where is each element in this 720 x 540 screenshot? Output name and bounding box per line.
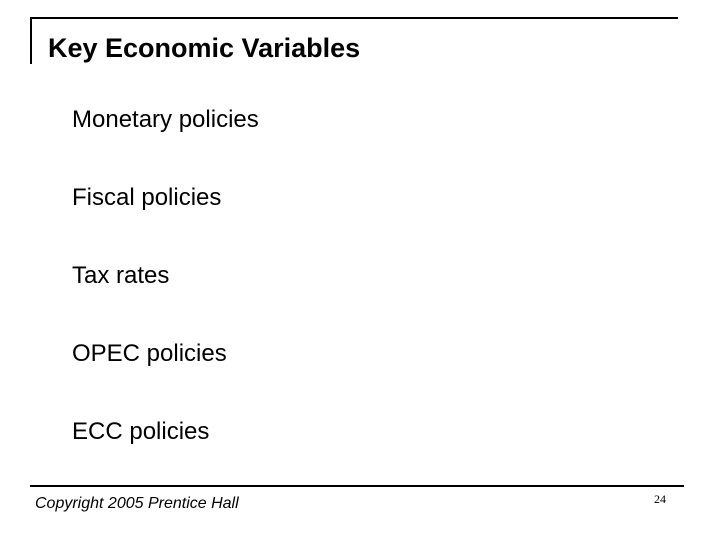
bullet-item-fiscal-policies: Fiscal policies [72, 184, 222, 211]
page-number: 24 [654, 492, 666, 506]
bullet-item-monetary-policies: Monetary policies [72, 106, 259, 133]
title-frame-left-line [30, 17, 32, 64]
title-frame-top-line [30, 17, 678, 19]
bullet-item-tax-rates: Tax rates [72, 262, 170, 289]
slide-title: Key Economic Variables [48, 33, 361, 63]
bullet-list: Monetary policies Fiscal policies Tax ra… [72, 100, 259, 490]
bullet-item-ecc-policies: ECC policies [72, 418, 210, 445]
bullet-item-opec-policies: OPEC policies [72, 340, 227, 367]
copyright-text: Copyright 2005 Prentice Hall [35, 495, 239, 512]
footer-divider [30, 485, 684, 487]
